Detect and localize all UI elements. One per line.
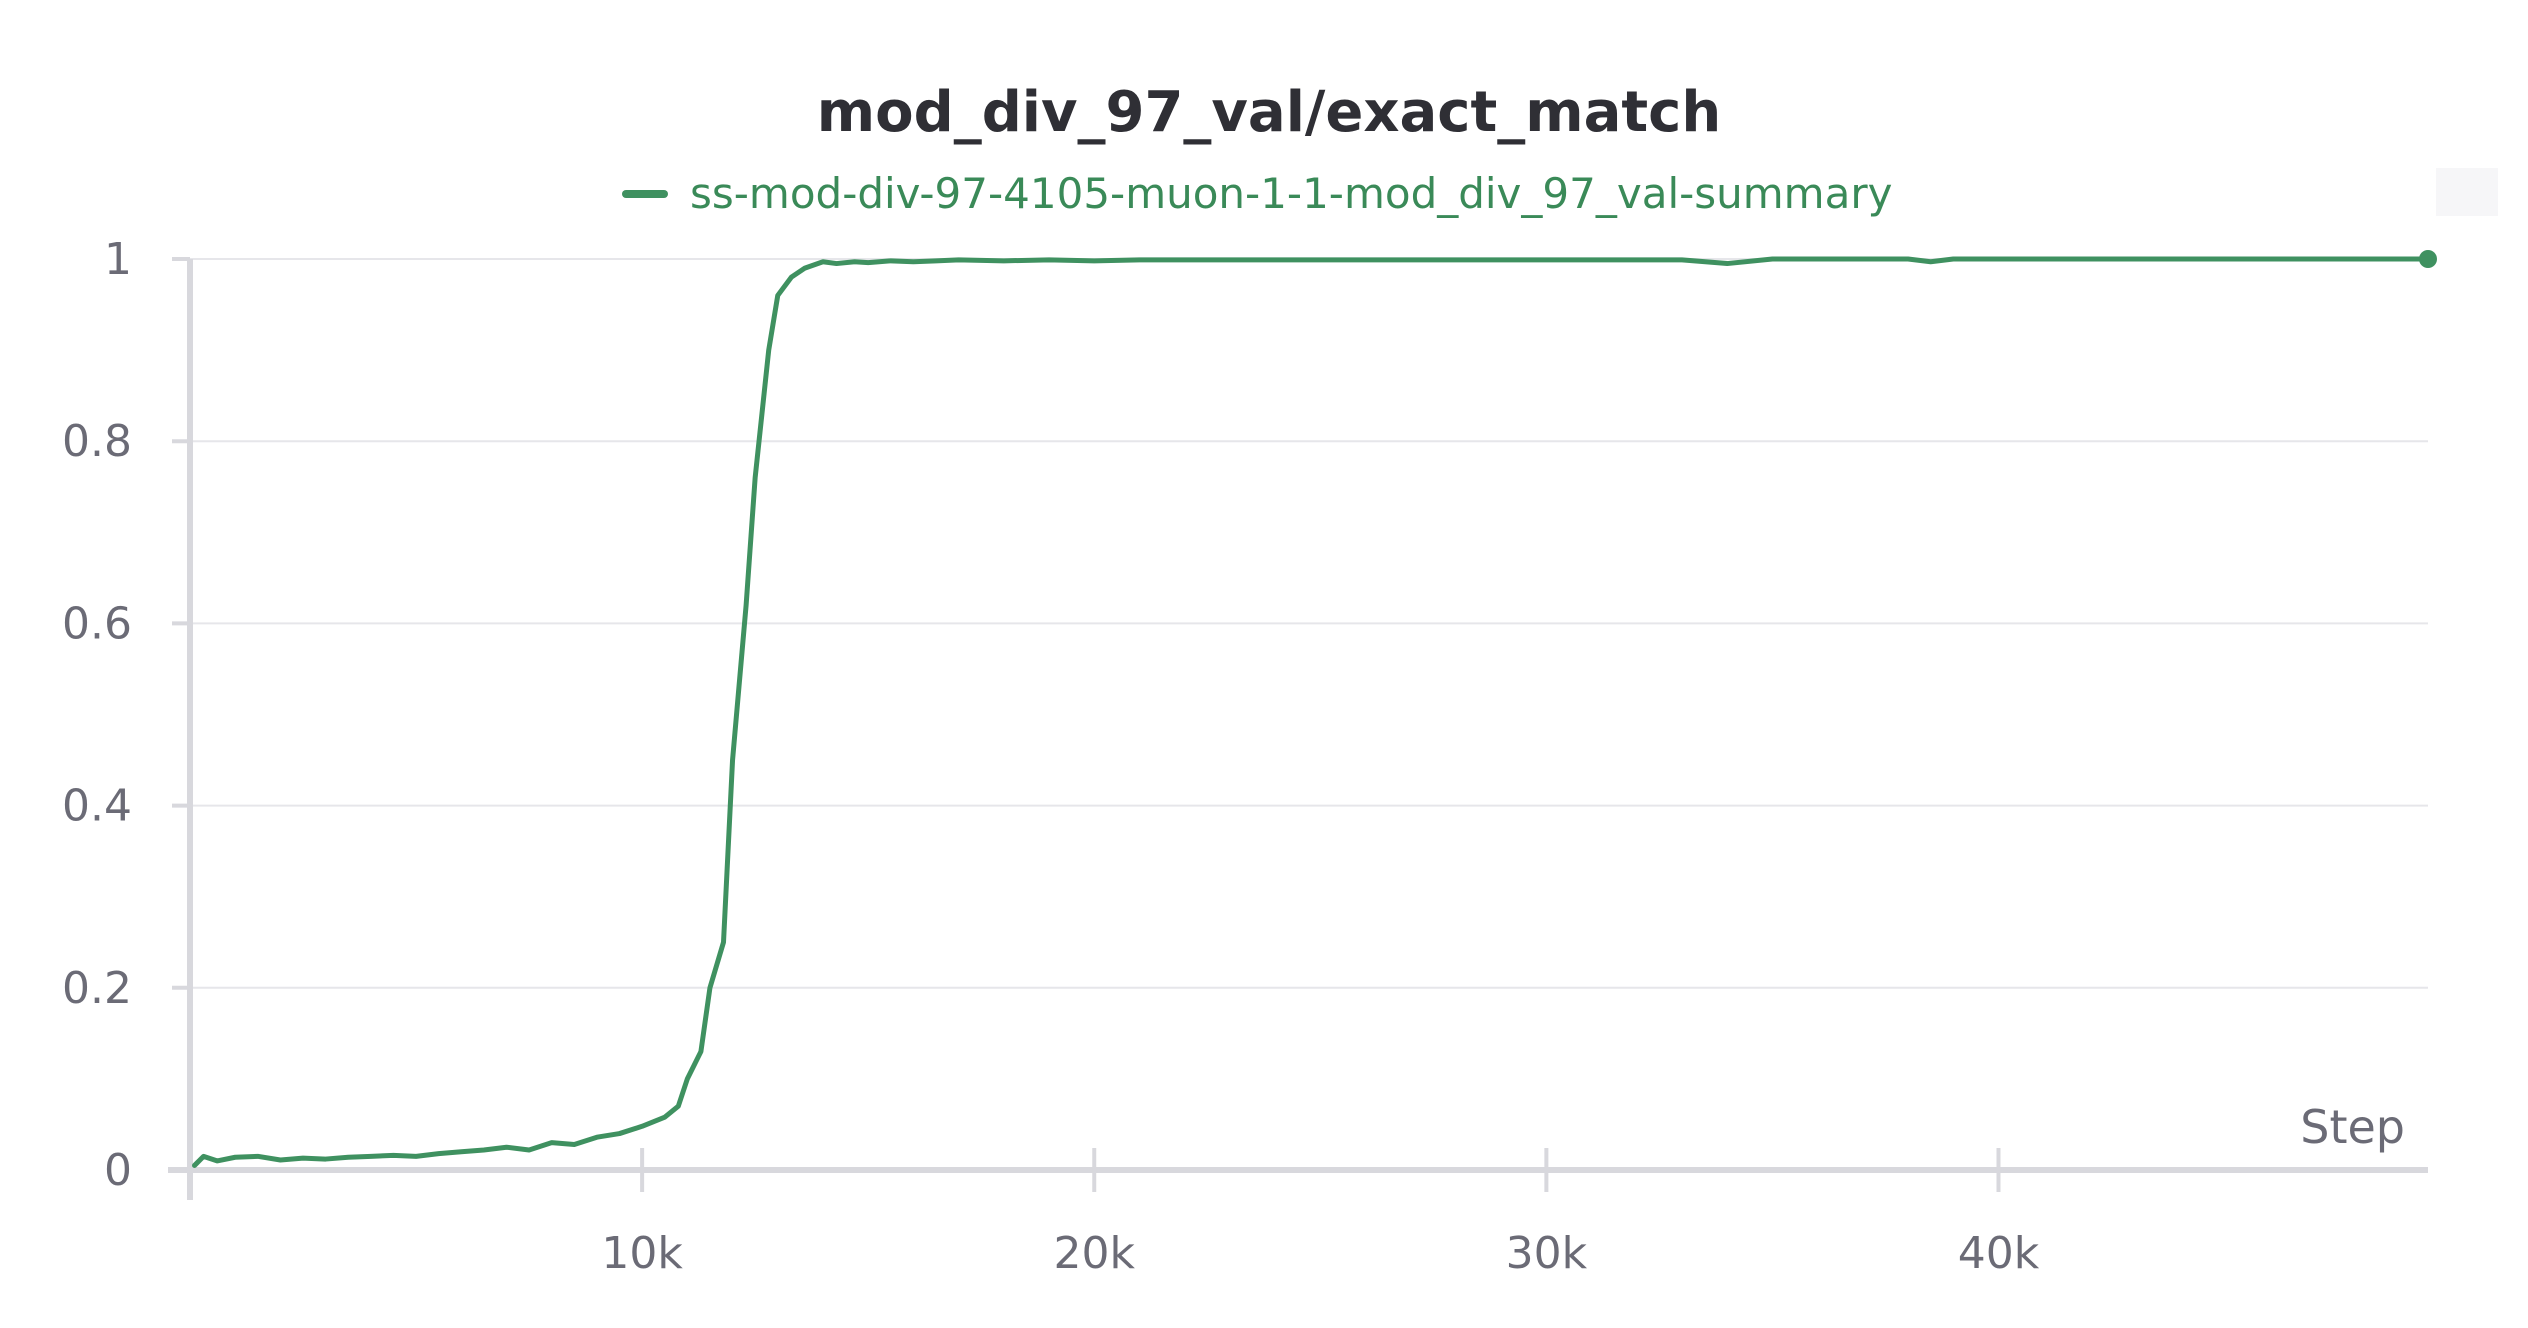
- tick-labels: 0 0.2 0.4 0.6 0.8 1 10k 20k 30k 40k: [62, 234, 2040, 1279]
- series-layer: [192, 250, 2437, 1168]
- y-tick-label: 0.2: [62, 963, 132, 1014]
- grid-lines: [190, 258, 2428, 989]
- x-tick-label: 20k: [1054, 1228, 1136, 1279]
- x-tick-label: 40k: [1958, 1228, 2040, 1279]
- y-tick-label: 0.8: [62, 416, 132, 467]
- x-tick-label: 30k: [1506, 1228, 1588, 1279]
- chart-title: mod_div_97_val/exact_match: [817, 80, 1721, 145]
- axes: [168, 257, 2428, 1200]
- y-tick-label: 0.6: [62, 598, 132, 649]
- y-tick-label: 1: [104, 234, 132, 285]
- series-end-point[interactable]: [2419, 250, 2437, 268]
- legend[interactable]: ss-mod-div-97-4105-muon-1-1-mod_div_97_v…: [622, 169, 1892, 218]
- x-axis-title: Step: [2300, 1100, 2405, 1154]
- chart-menu-button[interactable]: [2436, 168, 2498, 216]
- legend-label-series-1: ss-mod-div-97-4105-muon-1-1-mod_div_97_v…: [690, 169, 1892, 218]
- y-tick-label: 0: [104, 1145, 132, 1196]
- series-line[interactable]: [192, 256, 2431, 1168]
- y-tick-label: 0.4: [62, 781, 132, 832]
- x-tick-label: 10k: [601, 1228, 683, 1279]
